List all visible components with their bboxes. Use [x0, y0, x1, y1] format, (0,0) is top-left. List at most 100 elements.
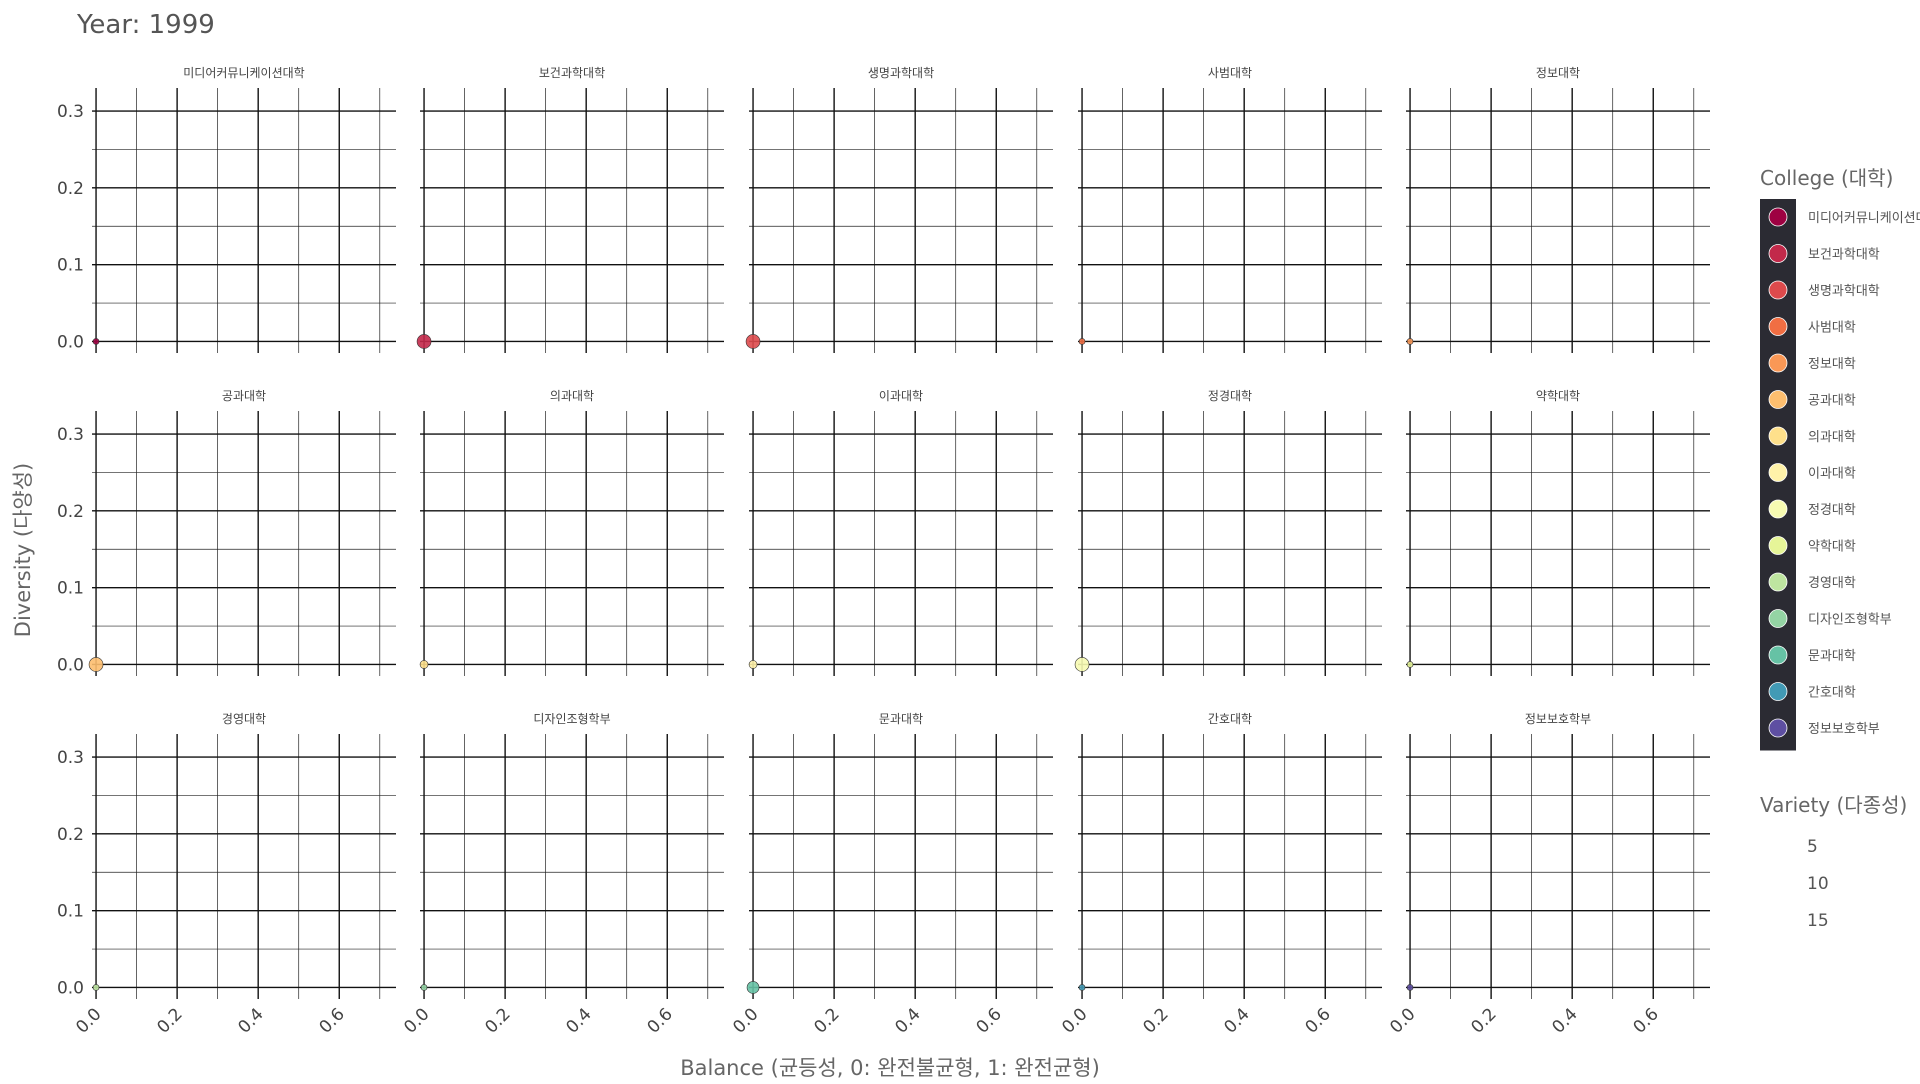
legend-color-swatch	[1768, 390, 1788, 409]
legend-color-label: 정보대학	[1808, 357, 1856, 372]
facet-panel: 정보보호학부 0.0 0.2 0.4 0.6	[1386, 712, 1710, 1038]
legend-color-label: 보건과학대학	[1808, 248, 1880, 263]
legend-size-title: Variety (다종성)	[1760, 793, 1907, 817]
data-point	[746, 981, 760, 994]
facet-strip-label: 약학대학	[1536, 388, 1580, 403]
y-tick-label: 0.2	[57, 825, 84, 845]
x-tick-label: 0.0	[1386, 1004, 1419, 1037]
legend-color-label: 의과대학	[1808, 430, 1856, 445]
facet-panel: 약학대학	[1406, 388, 1710, 676]
data-point	[1074, 657, 1090, 672]
y-axis-label: Diversity (다양성)	[11, 463, 35, 637]
facet-panel: 간호대학 0.0 0.2 0.4 0.6	[1058, 712, 1382, 1038]
legend-color-swatch	[1768, 426, 1788, 446]
legend-size-label: 5	[1807, 837, 1818, 857]
legend-color-label: 이과대학	[1808, 467, 1856, 482]
y-tick-label: 0.1	[57, 902, 84, 922]
facet-strip-label: 경영대학	[222, 712, 266, 726]
data-point	[1406, 661, 1414, 668]
data-point	[1078, 984, 1086, 991]
y-tick-label: 0.3	[57, 102, 84, 122]
legend-color-label: 경영대학	[1808, 576, 1856, 591]
data-point	[416, 334, 432, 349]
x-tick-label: 0.0	[729, 1004, 762, 1037]
facet-strip-label: 의과대학	[550, 389, 594, 403]
legend-color-label: 미디어커뮤니케이션대학	[1808, 211, 1920, 226]
x-tick-label: 0.2	[810, 1004, 843, 1037]
data-point	[92, 984, 100, 991]
legend-color-swatch	[1768, 353, 1788, 373]
data-point	[420, 984, 428, 991]
legend-size-label: 10	[1807, 874, 1829, 894]
facet-panel: 공과대학 0.0 0.1 0.2 0.3	[57, 389, 396, 676]
y-tick-label: 0.0	[57, 655, 84, 675]
legend-color-swatch	[1768, 609, 1788, 628]
legend-size-label: 15	[1807, 911, 1829, 931]
y-tick-label: 0.0	[57, 332, 84, 352]
legend-color-swatch	[1768, 317, 1788, 336]
legend-color-title: College (대학)	[1760, 166, 1893, 190]
legend-color-label: 공과대학	[1808, 394, 1856, 409]
legend-color-swatch	[1768, 536, 1788, 555]
data-point	[92, 338, 100, 345]
x-tick-label: 0.6	[644, 1004, 677, 1037]
facet-strip-label: 정경대학	[1208, 389, 1252, 403]
legend-color-swatch	[1768, 280, 1788, 300]
x-tick-label: 0.4	[234, 1004, 267, 1037]
facet-panel: 이과대학	[748, 389, 1053, 676]
facet-panel: 생명과학대학	[745, 66, 1053, 353]
data-point	[88, 657, 104, 672]
x-tick-label: 0.6	[973, 1004, 1006, 1037]
facet-panel: 사범대학	[1078, 66, 1382, 353]
legend-color-label: 디자인조형학부	[1808, 613, 1892, 628]
x-tick-label: 0.0	[72, 1004, 105, 1037]
chart-title: Year: 1999	[76, 10, 215, 40]
legend-color-swatch	[1768, 645, 1788, 665]
y-tick-label: 0.0	[57, 978, 84, 998]
data-point	[745, 334, 761, 349]
x-tick-label: 0.6	[1630, 1004, 1663, 1037]
x-tick-label: 0.2	[1139, 1004, 1172, 1037]
data-point	[1406, 338, 1414, 345]
x-tick-label: 0.2	[481, 1004, 514, 1037]
legend-color-swatch	[1768, 499, 1788, 519]
facet-strip-label: 미디어커뮤니케이션대학	[183, 66, 304, 80]
data-point	[1078, 338, 1086, 345]
facet-panel: 정보대학	[1406, 66, 1710, 353]
facet-strip-label: 문과대학	[879, 712, 923, 726]
legend-color-label: 약학대학	[1808, 540, 1856, 555]
x-tick-label: 0.0	[1058, 1004, 1091, 1037]
facet-strip-label: 생명과학대학	[868, 66, 934, 80]
legend-color-swatch	[1768, 207, 1788, 227]
data-point	[1406, 984, 1414, 991]
y-tick-label: 0.2	[57, 179, 84, 199]
x-tick-label: 0.0	[400, 1004, 433, 1037]
x-tick-label: 0.4	[1548, 1004, 1581, 1037]
y-tick-label: 0.3	[57, 425, 84, 445]
facet-panel: 보건과학대학	[416, 66, 724, 353]
facet-strip-label: 공과대학	[222, 389, 266, 403]
legend-color-label: 생명과학대학	[1808, 284, 1880, 299]
legend: College (대학) Variety (다종성) 미디어커뮤니케이션대학보건…	[1760, 166, 1920, 931]
legend-color-swatch	[1768, 718, 1788, 738]
facet-strip-label: 정보대학	[1536, 66, 1580, 80]
x-tick-label: 0.6	[1302, 1004, 1335, 1037]
facet-strip-label: 정보보호학부	[1525, 712, 1591, 726]
facet-panel: 정경대학	[1074, 389, 1382, 676]
facet-panel: 경영대학 0.0 0.1 0.2 0.3 0.0 0.2 0.4 0.6	[57, 712, 396, 1038]
facet-strip-label: 간호대학	[1208, 712, 1252, 726]
legend-color-label: 간호대학	[1808, 686, 1856, 701]
facet-panel: 디자인조형학부 0.0 0.2 0.4 0.6	[400, 712, 724, 1038]
y-tick-label: 0.1	[57, 256, 84, 276]
x-tick-label: 0.2	[153, 1004, 186, 1037]
data-point	[748, 660, 758, 669]
x-axis-label: Balance (균등성, 0: 완전불균형, 1: 완전균형)	[680, 1056, 1100, 1080]
facet-strip-label: 보건과학대학	[539, 66, 605, 80]
facet-panel: 문과대학 0.0 0.2 0.4 0.6	[729, 712, 1053, 1038]
x-tick-label: 0.6	[316, 1004, 349, 1037]
y-tick-label: 0.1	[57, 579, 84, 599]
facet-panel: 의과대학	[419, 389, 724, 676]
data-point	[419, 660, 429, 669]
x-tick-label: 0.4	[562, 1004, 595, 1037]
